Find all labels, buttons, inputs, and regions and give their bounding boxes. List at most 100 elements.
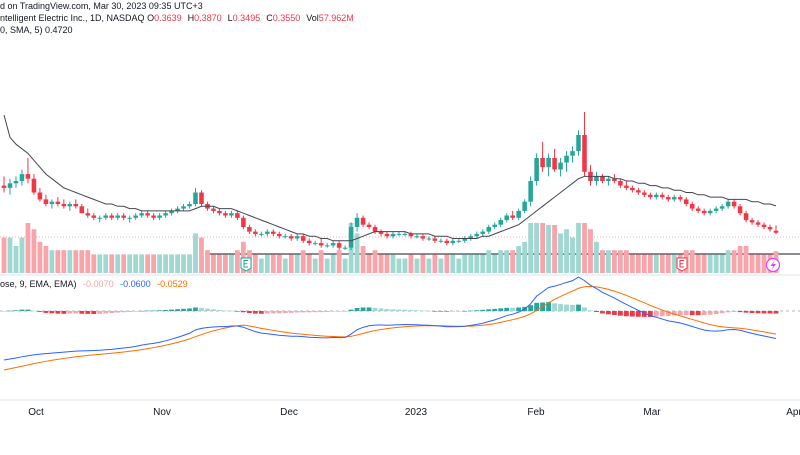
earnings-badge-shape: [676, 257, 688, 272]
candle-body: [97, 217, 103, 219]
candle-body: [713, 208, 719, 211]
candle: [552, 148, 557, 172]
volume-bar: [749, 254, 755, 273]
candle-body: [109, 215, 114, 218]
time-axis-label: Mar: [643, 407, 661, 418]
candle-body: [474, 233, 480, 237]
candle-body: [540, 158, 545, 168]
candle: [97, 215, 103, 223]
volume-bar: [97, 254, 103, 273]
candle-body: [683, 199, 689, 204]
candle: [49, 199, 55, 209]
ohlc-values: O0.3639 H0.3870 L0.3495 C0.3550 Vol57.962M: [147, 13, 360, 23]
volume-bar: [384, 254, 390, 273]
candle: [648, 192, 653, 200]
macd-histogram-bar: [737, 311, 743, 313]
volume-bar: [719, 254, 725, 273]
macd-histogram-bar: [534, 302, 540, 311]
volume-bar: [707, 254, 713, 273]
macd-line-value: -0.0600: [120, 279, 151, 289]
candle-body: [259, 233, 264, 235]
macd-histogram-bar: [462, 310, 468, 312]
volume-bar: [396, 258, 402, 273]
candle-body: [707, 210, 713, 214]
volume-bar: [546, 225, 551, 273]
volume-bar: [7, 237, 13, 273]
volume-bar: [276, 254, 282, 273]
volume-bar: [498, 250, 504, 273]
candle-body: [43, 199, 49, 204]
candle: [306, 238, 312, 246]
candle-body: [1, 185, 7, 188]
macd-histogram-bar: [504, 307, 510, 311]
candle: [360, 215, 366, 227]
candle-body: [420, 236, 426, 239]
time-axis-label: Nov: [153, 407, 171, 418]
candle-body: [312, 243, 318, 245]
source-line: d on TradingView.com, Mar 30, 2023 09:35…: [0, 1, 203, 11]
volume-bar: [258, 258, 264, 273]
volume-bar: [67, 250, 73, 273]
candle: [737, 204, 743, 216]
macd-histogram-bar: [61, 311, 67, 314]
macd-histogram-bar: [414, 310, 420, 311]
candle-body: [145, 213, 150, 216]
macd-histogram-bar: [653, 311, 659, 317]
candle-body: [306, 240, 312, 244]
macd-histogram-bar: [97, 311, 103, 314]
candle-body: [354, 217, 360, 227]
macd-histogram-bar: [85, 311, 91, 314]
macd-histogram-bar: [719, 311, 725, 314]
macd-histogram-bar: [282, 311, 288, 314]
candle-body: [666, 197, 671, 200]
macd-histogram-bar: [635, 311, 641, 317]
candle-body: [731, 201, 737, 207]
volume-bar: [612, 250, 617, 273]
volume-bar: [49, 250, 55, 273]
macd-histogram-bar: [695, 311, 701, 316]
candle-body: [342, 247, 348, 249]
macd-histogram-bar: [390, 309, 396, 311]
macd-histogram-bar: [288, 311, 294, 313]
volume-bar: [510, 250, 516, 273]
candle: [390, 231, 396, 239]
volume-bar: [492, 254, 498, 273]
volume-bar: [43, 246, 49, 273]
candle: [31, 174, 37, 195]
time-axis-label: Apr: [786, 407, 800, 418]
macd-histogram-bar: [665, 311, 671, 316]
candle-body: [546, 158, 551, 168]
macd-histogram-bar: [486, 309, 492, 311]
candle: [642, 190, 647, 198]
candle-body: [636, 190, 641, 193]
earnings-icon[interactable]: [676, 257, 688, 272]
earnings-icon[interactable]: [240, 257, 252, 272]
macd-histogram-bar: [37, 311, 43, 312]
volume-bar: [235, 250, 240, 273]
candle: [318, 238, 324, 248]
volume-bar: [79, 250, 85, 273]
volume-bar: [432, 254, 438, 273]
macd-histogram-bar: [205, 308, 210, 311]
sma-legend: 0, SMA, 5) 0.4720: [0, 25, 73, 35]
lightning-bolt-glyph: [770, 260, 776, 270]
ohlc-value: 0.3870: [194, 13, 222, 23]
volume-bar: [121, 254, 127, 273]
candle: [109, 213, 114, 221]
candle-body: [31, 178, 37, 193]
candle: [534, 153, 539, 186]
volume-bar: [701, 254, 707, 273]
volume-bar: [558, 233, 563, 273]
candle: [283, 233, 288, 239]
macd-histogram-bar: [342, 311, 348, 312]
candle: [139, 210, 144, 218]
macd-histogram-bar: [354, 307, 360, 311]
candle: [372, 224, 378, 234]
volume-bar: [761, 254, 767, 273]
volume-bar: [139, 254, 145, 273]
macd-histogram-bar: [258, 311, 264, 314]
lightning-icon[interactable]: [765, 257, 781, 273]
candle-body: [624, 185, 629, 188]
volume-bar: [641, 254, 647, 273]
volume-bar: [426, 258, 432, 273]
